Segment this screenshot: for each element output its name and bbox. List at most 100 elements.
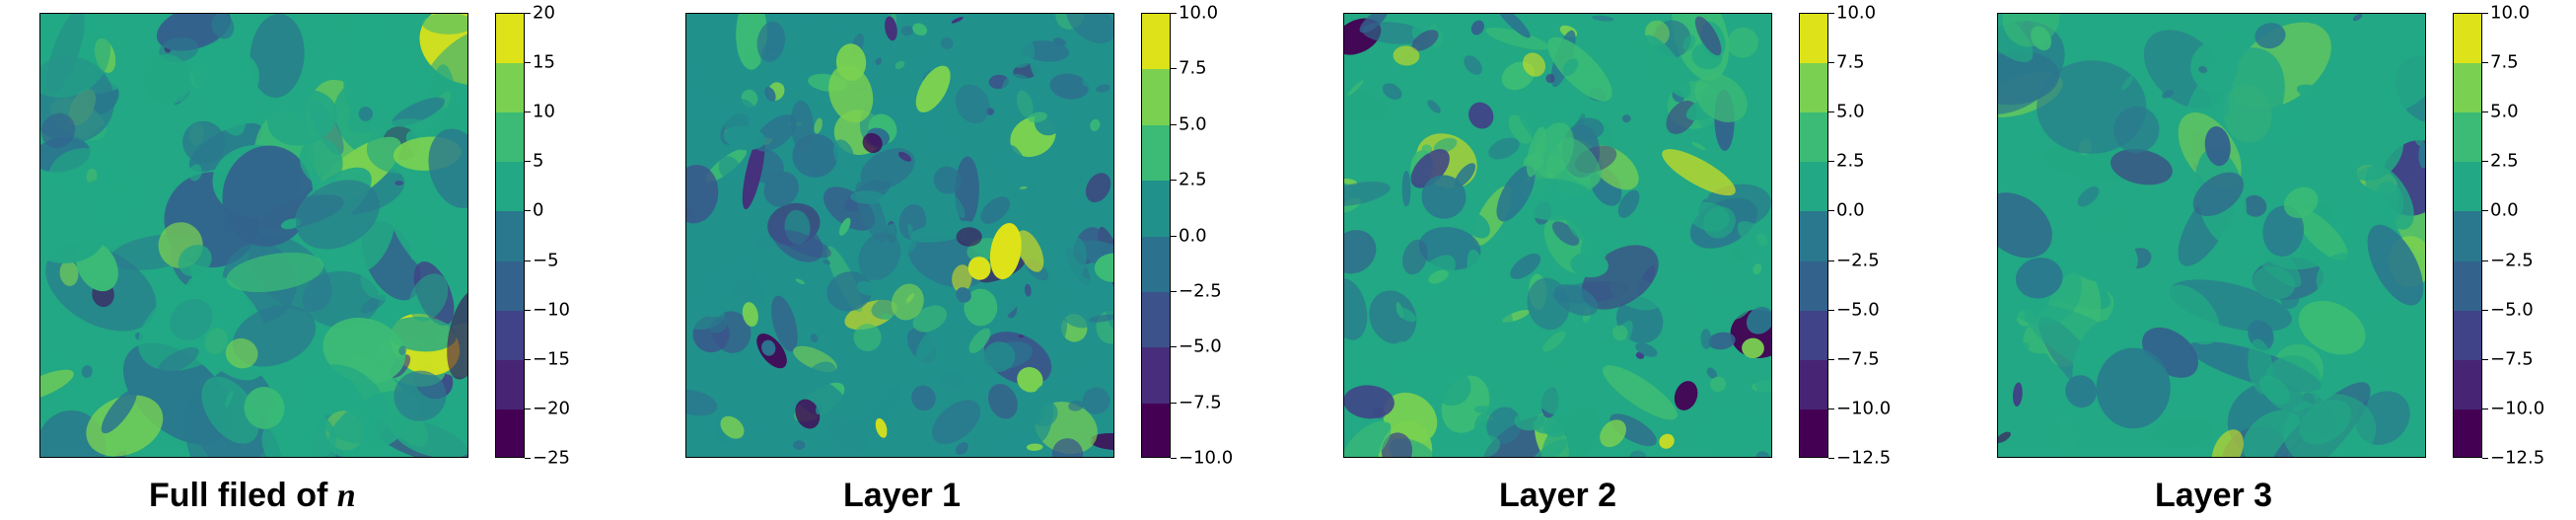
colorbar-tick [1828, 358, 1834, 360]
contour-patch [823, 260, 831, 265]
contour-patch [1548, 360, 1562, 372]
contour-patch [764, 86, 776, 102]
contour-patch [805, 361, 836, 390]
contour-patch [2254, 23, 2286, 49]
contour-patch [1602, 120, 1614, 150]
contour-patch [1082, 387, 1110, 414]
contour-patch [1508, 114, 1533, 144]
contour-patch [995, 153, 1020, 169]
contour-patch [832, 139, 855, 169]
contour-patch [1016, 230, 1044, 272]
contour-patch [853, 324, 882, 351]
contour-patch [955, 84, 990, 124]
contour-patch [240, 79, 260, 94]
contour-patch [1038, 18, 1058, 34]
contour-patch [834, 24, 843, 31]
contour-patch [1708, 332, 1736, 350]
contour-patch [101, 389, 137, 434]
contour-patch [2336, 110, 2404, 182]
contour-patch [1027, 185, 1038, 193]
contour-patch [1486, 407, 1522, 444]
colorbar-band [2454, 112, 2481, 163]
contour-patch [1017, 367, 1043, 393]
contour-patch [1066, 14, 1113, 43]
colorbar-tick-label: 0.0 [1179, 225, 1207, 246]
colorbar-band [2454, 359, 2481, 410]
contour-patch [40, 112, 76, 149]
contour-patch [299, 137, 343, 186]
colorbar-band [1142, 236, 1170, 293]
colorbar-tick [2482, 62, 2488, 64]
contour-patch [409, 242, 420, 260]
contour-patch [686, 389, 718, 416]
contour-patch [1559, 91, 1583, 125]
colorbar-layer-1 [1141, 13, 1171, 458]
colorbar-tick-label: 7.5 [1179, 57, 1207, 79]
colorbar-tick-label: 5 [533, 150, 544, 172]
contour-patch [856, 280, 876, 296]
contour-patch [225, 337, 258, 369]
contour-patch [2198, 66, 2207, 74]
contour-patch [1627, 139, 1642, 155]
colorbar-tick-label: 2.5 [1179, 169, 1207, 190]
contour-patch [1639, 216, 1658, 224]
contour-patch [1056, 236, 1087, 284]
colorbar-band [1142, 181, 1170, 237]
colorbar-tick-label: −5.0 [1836, 299, 1880, 321]
contour-patch [1359, 14, 1388, 34]
contour-patch [987, 383, 1018, 419]
contour-patch [1096, 84, 1110, 93]
colorbar-full-field [495, 13, 525, 458]
contour-patch [398, 345, 407, 355]
contour-patch [813, 435, 835, 455]
contour-patch [1428, 269, 1449, 284]
contour-patch [949, 108, 969, 123]
contour-patch [689, 176, 746, 243]
colorbar-band [1800, 112, 1827, 163]
colorbar-tick-label: 10.0 [2490, 2, 2531, 24]
contour-patch [143, 54, 191, 105]
contour-patch [1488, 137, 1520, 160]
contour-patch [836, 14, 894, 41]
contour-patch [763, 171, 799, 207]
contour-patch [1531, 383, 1566, 415]
contour-patch [885, 16, 897, 41]
contour-patch [40, 369, 74, 403]
colorbar-band [1800, 162, 1827, 212]
colorbar-band [496, 162, 524, 212]
contour-patch [894, 60, 905, 69]
colorbar-tick-label: 0.0 [1836, 199, 1865, 221]
contour-patch [1403, 60, 1428, 80]
contour-patch [2031, 26, 2052, 51]
colorbar-band [496, 14, 524, 64]
colorbar-band [1800, 63, 1827, 113]
contour-patch [1742, 337, 1764, 359]
contour-patch [790, 100, 815, 152]
contour-patch [1710, 376, 1727, 393]
contour-patch [250, 14, 305, 98]
contour-patch [2210, 371, 2223, 387]
contour-patch [1022, 39, 1070, 62]
contour-patch [1682, 35, 1695, 51]
colorbar-band [2454, 162, 2481, 212]
contour-patch [900, 26, 914, 37]
contour-plot-layer-2 [1343, 13, 1772, 458]
contour-patch [1754, 368, 1771, 400]
contour-patch [40, 14, 111, 99]
contour-patch [993, 298, 1021, 321]
contour-patch [983, 16, 1003, 45]
contour-patch [1395, 307, 1417, 323]
contour-patch [1454, 163, 1476, 187]
contour-patch [1094, 253, 1113, 282]
contour-patch [1088, 314, 1113, 323]
colorbar-band [2454, 211, 2481, 262]
colorbar-band [1142, 69, 1170, 126]
contour-plot-layer-3 [1997, 13, 2426, 458]
contour-patch [1024, 283, 1032, 297]
colorbar-band [2454, 409, 2481, 457]
contour-patch [206, 52, 260, 108]
contour-patch [2299, 400, 2351, 445]
colorbar-tick [2482, 309, 2488, 311]
contour-patch [2096, 347, 2171, 429]
contour-patch [1704, 409, 1756, 457]
